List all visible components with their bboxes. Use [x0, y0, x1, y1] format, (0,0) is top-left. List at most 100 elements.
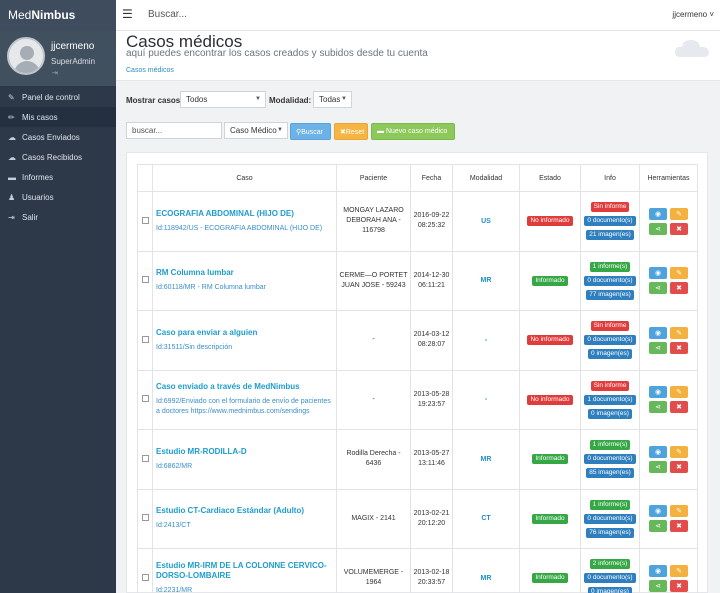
header-paciente[interactable]: Paciente	[336, 164, 411, 192]
case-title-link[interactable]: RM Columna lumbar	[156, 268, 234, 278]
info-badge: Sin informe	[590, 380, 630, 391]
reset-button[interactable]: ✖Reset	[334, 123, 368, 140]
row-checkbox[interactable]	[141, 276, 149, 284]
row-checkbox[interactable]	[141, 573, 149, 581]
edit-button[interactable]: ✎	[670, 386, 688, 399]
header-caso[interactable]: Caso	[152, 164, 337, 192]
view-button[interactable]: ◉	[649, 564, 667, 577]
case-title-link[interactable]: Estudio MR-IRM DE LA COLONNE CERVICO-DOR…	[156, 560, 327, 580]
view-button[interactable]: ◉	[649, 326, 667, 339]
delete-button[interactable]: ✖	[670, 282, 688, 295]
edit-button[interactable]: ✎	[670, 505, 688, 518]
logout-small-icon[interactable]: ⇥	[52, 70, 58, 77]
folder-icon: ▬	[377, 128, 386, 135]
case-description[interactable]: Id:60118/MR - RM Columna lumbar	[156, 284, 266, 292]
delete-button[interactable]: ✖	[670, 222, 688, 235]
pencil-icon: ✎	[676, 210, 682, 218]
cloud-upload-icon: ☁	[8, 132, 16, 142]
share-button[interactable]: ⋖	[649, 401, 667, 414]
header-estado[interactable]: Estado	[519, 164, 581, 192]
edit-button[interactable]: ✎	[670, 326, 688, 339]
search-button[interactable]: ⚲Buscar	[290, 123, 331, 140]
brand-logo[interactable]: MedNimbus	[0, 0, 116, 31]
view-button[interactable]: ◉	[649, 267, 667, 280]
case-type-select[interactable]: Caso Médico ▼	[224, 122, 288, 139]
new-case-button[interactable]: ▬ Nuevo caso médico	[371, 123, 455, 140]
delete-button[interactable]: ✖	[670, 520, 688, 533]
sidebar-item-usuarios[interactable]: ♟ Usuarios	[0, 187, 116, 207]
view-button[interactable]: ◉	[649, 445, 667, 458]
delete-button[interactable]: ✖	[670, 579, 688, 592]
case-description[interactable]: Id:31511/Sin descripción	[156, 343, 233, 351]
share-button[interactable]: ⋖	[649, 282, 667, 295]
edit-button[interactable]: ✎	[670, 267, 688, 280]
cloud-download-icon: ☁	[8, 152, 16, 162]
table-row[interactable]: Caso para enviar a alguien Id:31511/Sin d…	[137, 310, 698, 371]
row-checkbox[interactable]	[141, 454, 149, 462]
table-row[interactable]: ECOGRAFIA ABDOMINAL (HIJO DE) Id:118942/U…	[137, 191, 698, 252]
row-checkbox[interactable]	[141, 335, 149, 343]
row-select-cell	[137, 488, 153, 549]
info-cell: 1 informe(s) 0 documento(s) 76 imagen(es)	[580, 488, 640, 549]
delete-button[interactable]: ✖	[670, 341, 688, 354]
info-cell: Sin informe 0 documento(s) 0 imagen(es)	[580, 310, 640, 371]
sidebar-item-casos-recibidos[interactable]: ☁ Casos Recibidos	[0, 147, 116, 167]
case-description[interactable]: Id:6862/MR	[156, 462, 193, 470]
edit-button[interactable]: ✎	[670, 207, 688, 220]
modality-select[interactable]: Todas ▼	[313, 91, 352, 108]
delete-button[interactable]: ✖	[670, 401, 688, 414]
row-checkbox[interactable]	[141, 216, 149, 224]
sidebar-item-informes[interactable]: ▬ Informes	[0, 167, 116, 187]
table-row[interactable]: Estudio MR-IRM DE LA COLONNE CERVICO-DOR…	[137, 548, 698, 593]
show-cases-select[interactable]: Todos ▼	[180, 91, 266, 108]
status-badge: No informado	[527, 394, 573, 405]
header-fecha[interactable]: Fecha	[410, 164, 453, 192]
search-icon: ⚲	[296, 129, 302, 136]
share-button[interactable]: ⋖	[649, 579, 667, 592]
table-row[interactable]: Estudio MR-RODILLA-D Id:6862/MR Rodilla De…	[137, 429, 698, 490]
tools-cell: ◉ ✎ ⋖ ✖	[639, 369, 698, 430]
share-button[interactable]: ⋖	[649, 460, 667, 473]
case-title-link[interactable]: Caso enviado a través de MedNimbus	[156, 382, 300, 392]
case-title-link[interactable]: ECOGRAFIA ABDOMINAL (HIJO DE)	[156, 208, 294, 218]
edit-button[interactable]: ✎	[670, 445, 688, 458]
status-badge: Informado	[532, 573, 568, 584]
case-title-link[interactable]: Caso para enviar a alguien	[156, 327, 258, 337]
sidebar-item-salir[interactable]: ⇥ Salir	[0, 207, 116, 227]
case-search-input[interactable]: buscar...	[126, 122, 222, 139]
sidebar-item-panel-de-control[interactable]: ✎ Panel de control	[0, 87, 116, 107]
case-description[interactable]: Id:2231/MR	[156, 586, 193, 593]
share-button[interactable]: ⋖	[649, 520, 667, 533]
sidebar-item-mis-casos[interactable]: ✏ Mis casos	[0, 107, 116, 127]
row-checkbox[interactable]	[141, 395, 149, 403]
info-badge: 0 imagen(es)	[588, 349, 632, 360]
global-search-input[interactable]: Buscar...	[148, 9, 187, 20]
edit-button[interactable]: ✎	[670, 564, 688, 577]
case-description[interactable]: Id:118942/US - ECOGRAFIA ABDOMINAL (HIJO…	[156, 224, 323, 232]
row-select-cell	[137, 250, 153, 311]
view-button[interactable]: ◉	[649, 207, 667, 220]
info-badge: 21 imagen(es)	[586, 230, 634, 241]
row-checkbox[interactable]	[141, 514, 149, 522]
table-row[interactable]: Estudio CT-Cardiaco Estándar (Adulto) Id:…	[137, 488, 698, 549]
case-description[interactable]: Id:2413/CT	[156, 522, 191, 530]
share-button[interactable]: ⋖	[649, 222, 667, 235]
view-button[interactable]: ◉	[649, 505, 667, 518]
delete-button[interactable]: ✖	[670, 460, 688, 473]
view-button[interactable]: ◉	[649, 386, 667, 399]
sidebar-item-casos-enviados[interactable]: ☁ Casos Enviados	[0, 127, 116, 147]
table-row[interactable]: Caso enviado a través de MedNimbus Id:699…	[137, 369, 698, 430]
breadcrumb[interactable]: Casos médicos	[126, 67, 174, 74]
patient-cell: -	[336, 310, 411, 371]
avatar[interactable]	[7, 37, 45, 75]
user-menu[interactable]: jjcermeno ˅	[672, 10, 714, 19]
case-cell: ECOGRAFIA ABDOMINAL (HIJO DE) Id:118942/U…	[152, 191, 337, 252]
header-modalidad[interactable]: Modalidad	[452, 164, 520, 192]
case-title-link[interactable]: Estudio MR-RODILLA-D	[156, 446, 247, 456]
table-row[interactable]: RM Columna lumbar Id:60118/MR - RM Column…	[137, 250, 698, 311]
case-title-link[interactable]: Estudio CT-Cardiaco Estándar (Adulto)	[156, 506, 305, 516]
share-button[interactable]: ⋖	[649, 341, 667, 354]
case-description[interactable]: Id:6992/Enviado con el formulario de env…	[156, 398, 331, 416]
date-cell: 2016-09-22 08:25:32	[410, 191, 453, 252]
menu-toggle-icon[interactable]: ☰	[122, 7, 133, 21]
